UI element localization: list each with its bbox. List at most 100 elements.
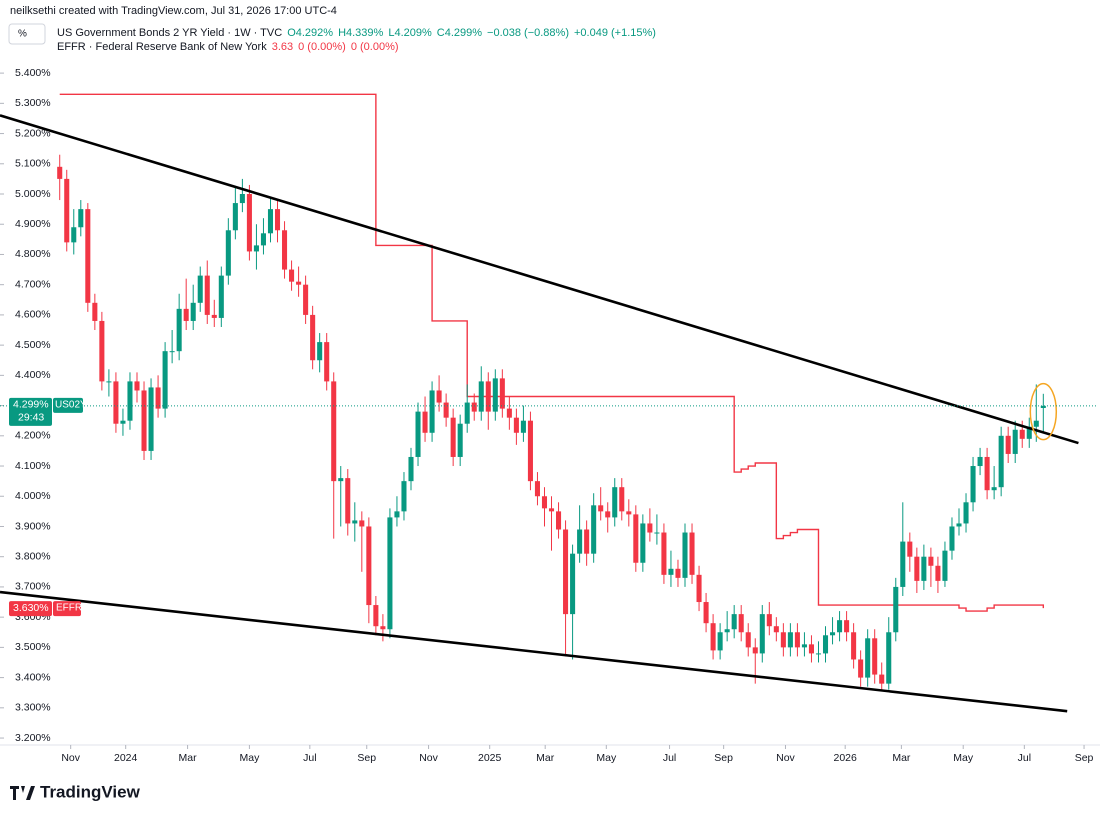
- candle-body: [914, 556, 920, 581]
- candle-body: [190, 302, 196, 321]
- y-tick-label: 4.900%: [15, 218, 51, 230]
- candle-body: [787, 632, 793, 648]
- legend: US Government Bonds 2 YR Yield · 1W · TV…: [57, 27, 656, 53]
- candle-body: [956, 523, 962, 527]
- candle-body: [935, 565, 941, 581]
- candle-body: [401, 481, 407, 512]
- candle-body: [380, 626, 386, 630]
- y-tick-label: 3.200%: [15, 732, 51, 744]
- candle-body: [1012, 429, 1018, 454]
- legend-change: −0.038 (−0.88%): [487, 27, 569, 39]
- candle-body: [225, 230, 231, 276]
- candle-body: [584, 529, 590, 554]
- candle-body: [977, 456, 983, 467]
- candle-body: [942, 550, 948, 581]
- candle-body: [218, 275, 224, 318]
- candle-body: [858, 659, 864, 678]
- candle-body: [815, 653, 822, 655]
- x-tick-label: Sep: [1075, 752, 1094, 764]
- x-tick-label: May: [239, 752, 260, 764]
- candle-body: [949, 526, 955, 551]
- candle-body: [534, 481, 540, 497]
- y-tick-label: 3.700%: [15, 581, 51, 593]
- candle-body: [366, 526, 372, 606]
- candle-body: [331, 381, 337, 482]
- candle-body: [246, 194, 252, 252]
- unit-button-label[interactable]: %: [18, 29, 27, 40]
- candle-body: [106, 381, 112, 383]
- candle-body: [274, 209, 281, 231]
- candle-body: [197, 275, 203, 303]
- x-tick-label: 2024: [114, 752, 138, 764]
- candle-body: [373, 605, 379, 627]
- candle-body: [541, 496, 548, 509]
- candle-body: [422, 411, 428, 433]
- candle-body: [253, 245, 259, 252]
- candle-body: [211, 314, 217, 318]
- trend-line: [0, 590, 1068, 713]
- candle-body: [865, 638, 871, 678]
- candle-body: [520, 420, 526, 433]
- candle-body: [527, 420, 533, 482]
- candle-body: [689, 532, 695, 575]
- candle-body: [1033, 420, 1039, 427]
- candle-body: [710, 623, 716, 651]
- candle-body: [801, 644, 807, 648]
- candle-body: [148, 387, 154, 451]
- x-tick-label: Mar: [892, 752, 911, 764]
- candle-body: [556, 511, 562, 530]
- candle-body: [155, 387, 161, 409]
- candle-body: [682, 532, 688, 578]
- x-tick-label: Nov: [61, 752, 80, 764]
- candle-body: [907, 541, 913, 557]
- candle-body: [436, 390, 442, 403]
- candle-body: [506, 408, 512, 418]
- candle-body: [1040, 405, 1046, 408]
- x-tick-label: Sep: [357, 752, 376, 764]
- legend-overlay-name: EFFR · Federal Reserve Bank of New York: [57, 41, 267, 53]
- x-tick-label: Jul: [303, 752, 316, 764]
- effr-symbol-label: EFFR: [56, 603, 82, 614]
- legend-high: H4.339%: [338, 27, 383, 39]
- candle-body: [57, 166, 63, 179]
- candle-body: [492, 378, 498, 412]
- candle-body: [134, 381, 140, 391]
- candle-body: [85, 209, 91, 303]
- candle-body: [654, 532, 660, 534]
- candle-body: [232, 203, 238, 231]
- candle-body: [984, 456, 990, 491]
- brand-name: TradingView: [40, 782, 141, 801]
- candle-body: [696, 574, 702, 603]
- y-tick-label: 3.800%: [15, 550, 51, 562]
- candle-body: [745, 632, 751, 648]
- candle-body: [661, 532, 667, 575]
- candle-body: [78, 209, 84, 228]
- candle-body: [345, 478, 351, 524]
- candle-body: [928, 556, 934, 566]
- candle-body: [844, 620, 850, 633]
- candle-body: [675, 568, 681, 578]
- candle-body: [640, 523, 646, 563]
- x-tick-label: 2025: [478, 752, 502, 764]
- candle-body: [626, 511, 632, 515]
- candle-body: [717, 632, 723, 651]
- candle-body: [808, 644, 814, 654]
- candle-body: [872, 638, 878, 675]
- candle-body: [900, 541, 906, 587]
- y-tick-label: 4.000%: [15, 490, 51, 502]
- candle-body: [752, 647, 758, 654]
- candle-body: [478, 381, 484, 412]
- y-tick-label: 4.400%: [15, 369, 51, 381]
- candle-body: [570, 553, 576, 615]
- y-tick-label: 4.700%: [15, 278, 51, 290]
- x-tick-label: May: [596, 752, 617, 764]
- candle-body: [766, 614, 772, 627]
- y-tick-label: 4.100%: [15, 460, 51, 472]
- candle-body: [127, 381, 133, 421]
- candle-body: [703, 602, 709, 624]
- unit-button[interactable]: [8, 23, 46, 45]
- y-tick-label: 5.100%: [15, 158, 51, 170]
- candle-body: [239, 194, 245, 204]
- x-tick-label: Mar: [179, 752, 198, 764]
- candle-body: [429, 390, 435, 433]
